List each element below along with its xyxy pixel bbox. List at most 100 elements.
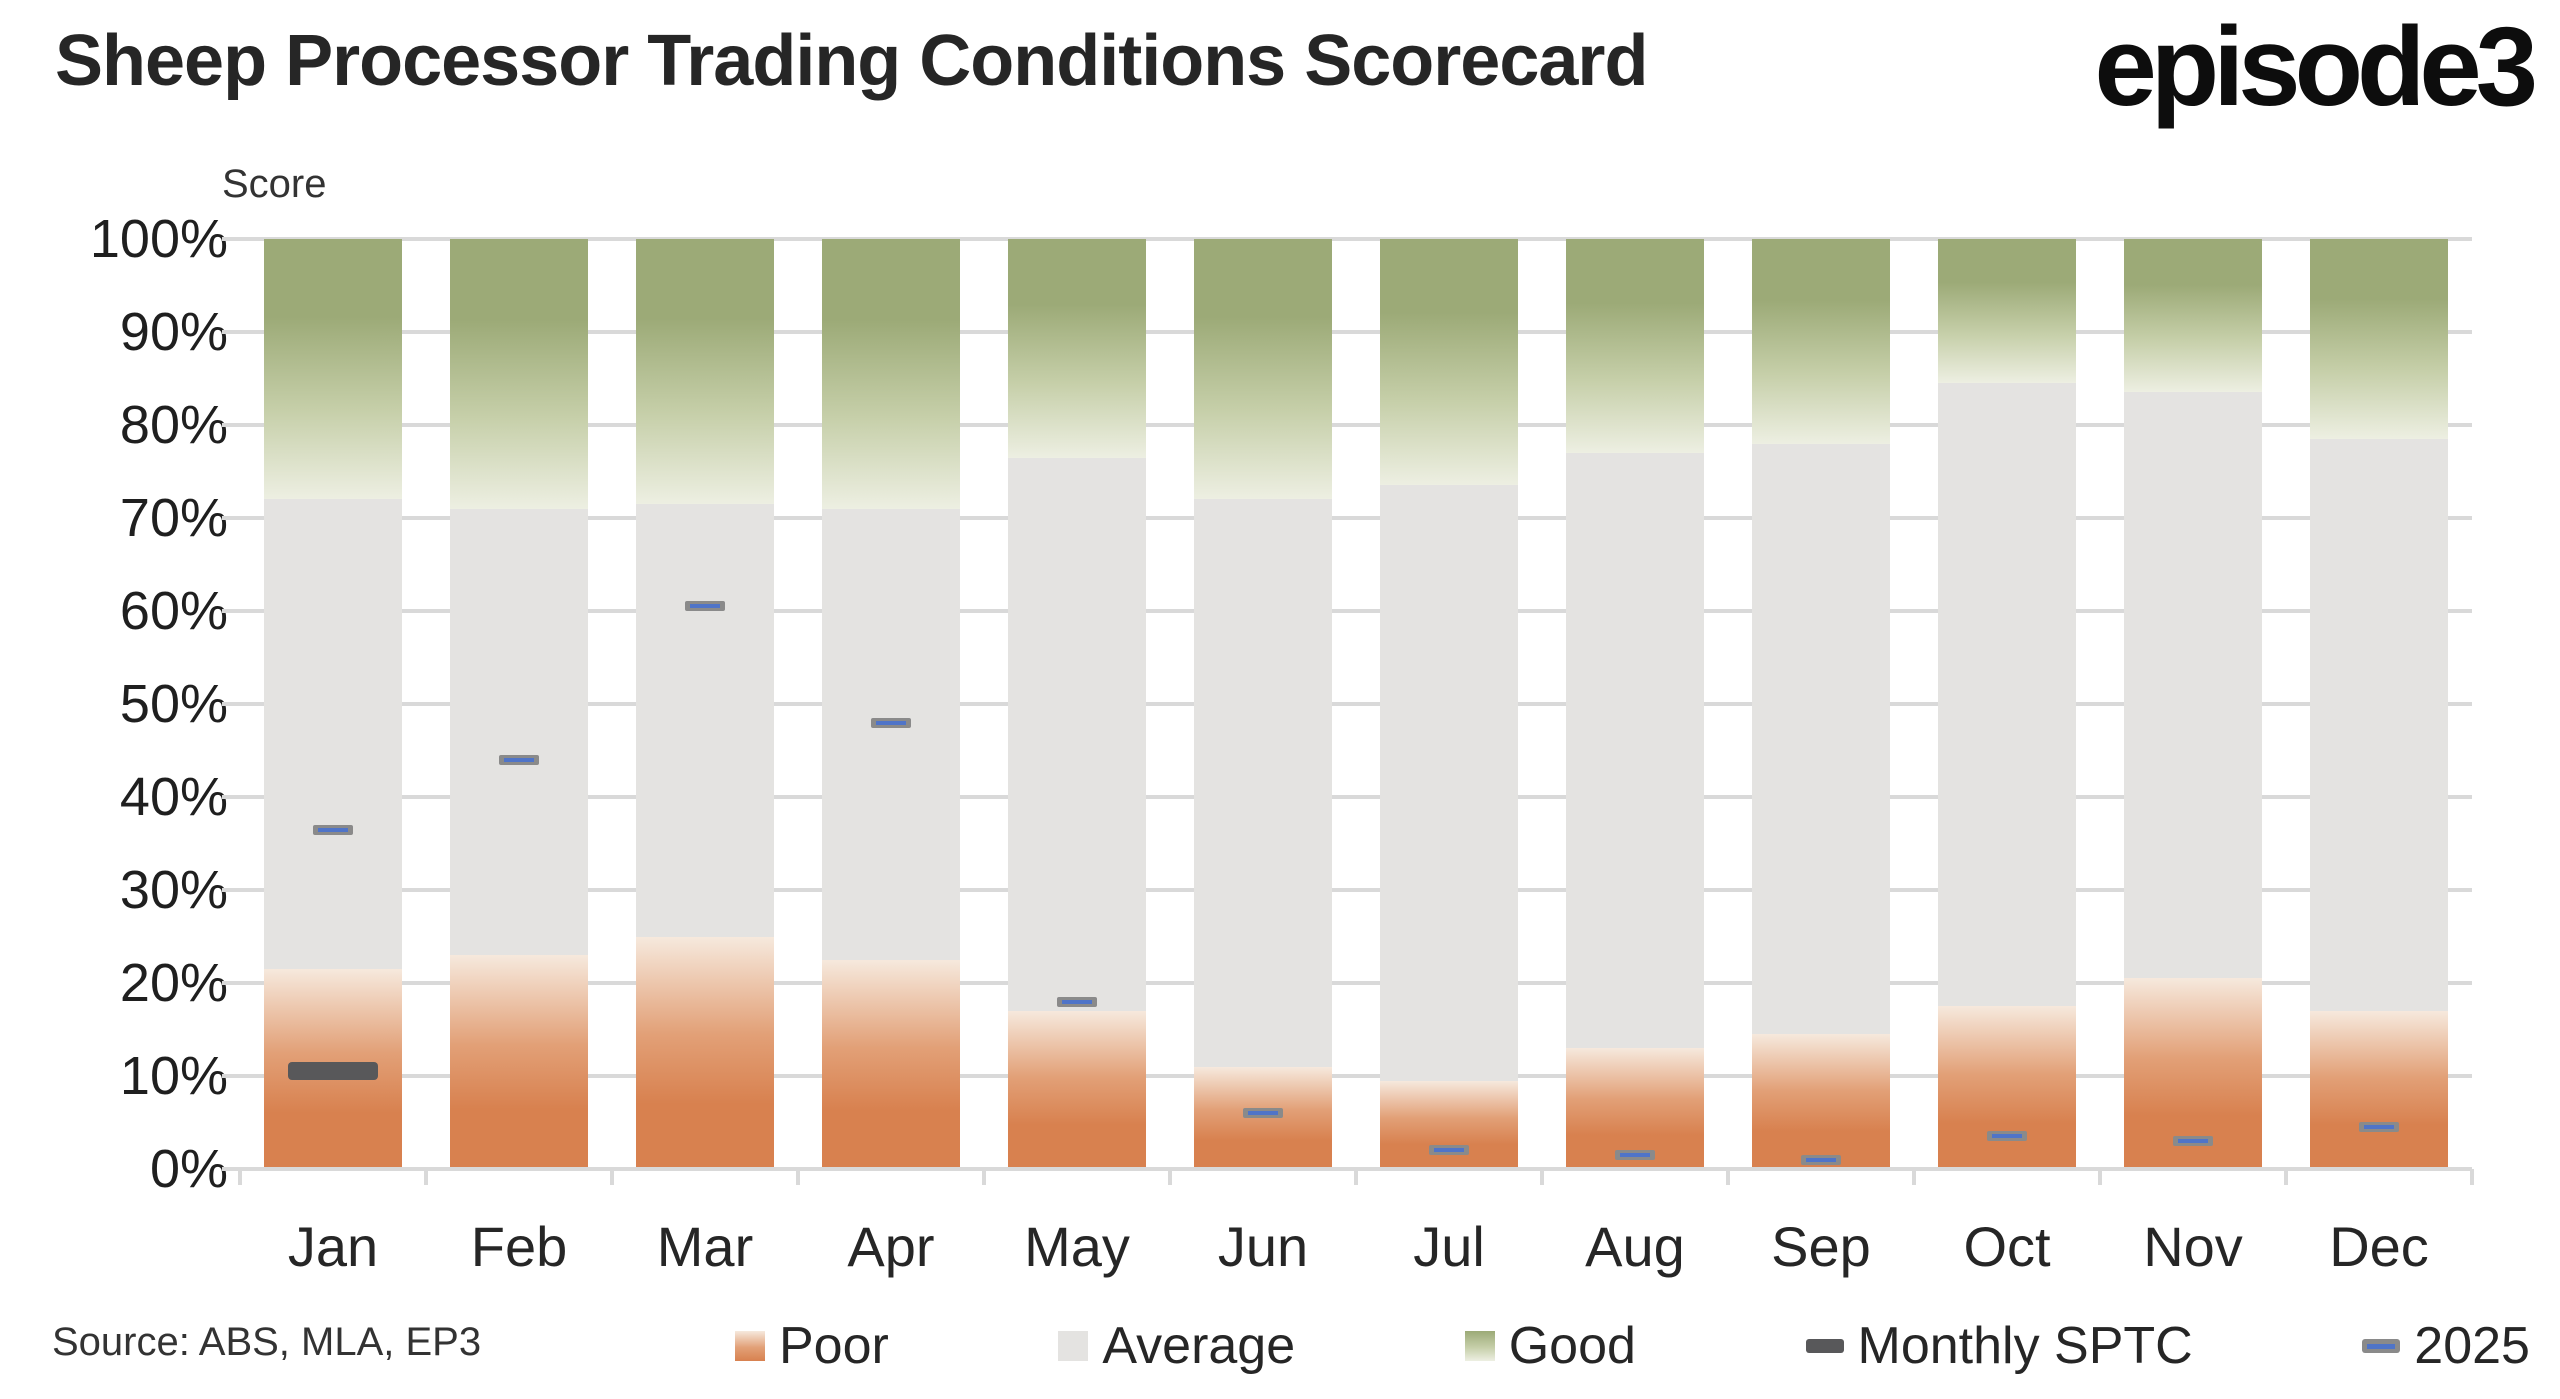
marker-2025-oct bbox=[1987, 1131, 2027, 1142]
band-poor bbox=[1752, 1034, 1890, 1169]
gridline bbox=[240, 702, 2472, 706]
x-axis-tick bbox=[2284, 1169, 2288, 1185]
y-tick-label: 0% bbox=[149, 1139, 228, 1199]
x-axis-tick bbox=[1168, 1169, 1172, 1185]
y-axis-tick bbox=[222, 609, 240, 613]
x-tick-label-jan: Jan bbox=[287, 1215, 379, 1278]
band-poor bbox=[822, 959, 960, 1169]
gridline bbox=[240, 888, 2472, 892]
marker-2025-jul bbox=[1429, 1145, 1469, 1156]
band-poor bbox=[1938, 1006, 2076, 1169]
legend-label: Monthly SPTC bbox=[1857, 1317, 2193, 1375]
band-poor bbox=[1008, 1010, 1146, 1169]
x-tick-label-sep: Sep bbox=[1771, 1215, 1871, 1278]
chart-plot: Jan Feb Mar Apr May Jun Jul Aug Sep Oct Nov Dec bbox=[222, 237, 2474, 1278]
y-axis-tick bbox=[222, 330, 240, 334]
x-tick-label-may: May bbox=[1024, 1215, 1130, 1278]
x-axis-tick bbox=[982, 1169, 986, 1185]
band-poor bbox=[450, 955, 588, 1169]
marker-2025-fill bbox=[1992, 1134, 2022, 1139]
band-average bbox=[1380, 485, 1518, 1081]
bar-column-oct bbox=[1938, 239, 2076, 1169]
legend-item-monthly-sptc: Monthly SPTC bbox=[1805, 1316, 2193, 1376]
x-axis-tick bbox=[2470, 1169, 2474, 1185]
band-average bbox=[1752, 443, 1890, 1035]
band-poor bbox=[636, 936, 774, 1169]
band-good bbox=[1566, 239, 1704, 453]
gridline bbox=[240, 609, 2472, 613]
x-tick-label-aug: Aug bbox=[1585, 1215, 1685, 1278]
marker-2025-fill bbox=[504, 757, 534, 762]
band-good bbox=[1008, 239, 1146, 458]
marker-2025-fill bbox=[1806, 1157, 1836, 1162]
band-good bbox=[636, 239, 774, 505]
source-note: Source: ABS, MLA, EP3 bbox=[52, 1320, 482, 1364]
band-poor bbox=[1566, 1048, 1704, 1169]
legend-item-2025: 2025 bbox=[2362, 1316, 2530, 1376]
x-tick-label-nov: Nov bbox=[2143, 1215, 2243, 1278]
x-tick-label-mar: Mar bbox=[656, 1215, 754, 1278]
band-good bbox=[2310, 239, 2448, 439]
y-tick-label: 80% bbox=[119, 395, 228, 455]
marker-2025-fill bbox=[1620, 1153, 1650, 1158]
y-tick-label: 10% bbox=[119, 1046, 228, 1106]
x-axis-tick bbox=[1912, 1169, 1916, 1185]
x-axis-tick bbox=[1540, 1169, 1544, 1185]
legend-dash-2025 bbox=[2362, 1339, 2401, 1353]
band-average bbox=[264, 499, 402, 970]
band-good bbox=[2124, 239, 2262, 393]
bar-column-nov bbox=[2124, 239, 2262, 1169]
bar-column-jan bbox=[264, 239, 402, 1169]
band-average bbox=[1566, 452, 1704, 1049]
x-tick-label-feb: Feb bbox=[470, 1215, 568, 1278]
marker-2025-jun bbox=[1243, 1108, 1283, 1119]
legend-item-good: Good bbox=[1464, 1316, 1636, 1376]
legend-swatch-poor bbox=[735, 1331, 765, 1361]
y-tick-label: 60% bbox=[119, 581, 228, 641]
band-average bbox=[1008, 457, 1146, 1011]
marker-2025-may bbox=[1057, 996, 1097, 1007]
x-axis-tick bbox=[238, 1169, 242, 1185]
band-poor bbox=[2310, 1010, 2448, 1169]
gridline bbox=[240, 330, 2472, 334]
x-tick-label-jun: Jun bbox=[1217, 1215, 1309, 1278]
x-axis-tick bbox=[2098, 1169, 2102, 1185]
monthly-sptc-marker-jan bbox=[288, 1062, 378, 1081]
y-axis-tick bbox=[222, 981, 240, 985]
gridline bbox=[240, 237, 2472, 241]
legend-dash-2025-fill bbox=[2367, 1343, 2396, 1349]
bar-column-sep bbox=[1752, 239, 1890, 1169]
legend-swatch-good bbox=[1464, 1331, 1495, 1361]
band-good bbox=[822, 239, 960, 509]
y-axis-tick bbox=[222, 237, 240, 241]
gridline bbox=[240, 1074, 2472, 1078]
band-good bbox=[1194, 239, 1332, 500]
y-axis-title: Score bbox=[222, 162, 327, 206]
y-axis-tick bbox=[222, 1167, 240, 1171]
x-tick-label-oct: Oct bbox=[1963, 1215, 2051, 1278]
legend-label: Good bbox=[1508, 1317, 1636, 1375]
x-axis-tick bbox=[1726, 1169, 1730, 1185]
y-axis-tick bbox=[222, 516, 240, 520]
marker-2025-mar bbox=[685, 601, 725, 612]
x-axis-tick bbox=[1354, 1169, 1358, 1185]
marker-2025-dec bbox=[2359, 1122, 2399, 1133]
marker-2025-fill bbox=[318, 827, 348, 832]
band-average bbox=[1194, 499, 1332, 1067]
y-axis-labels: 0% 10% 20% 30% 40% 50% 60% 70% 80% 90% 100% bbox=[0, 211, 228, 1197]
x-tick-label-jul: Jul bbox=[1413, 1215, 1485, 1278]
y-tick-label: 40% bbox=[119, 767, 228, 827]
gridline bbox=[240, 795, 2472, 799]
band-good bbox=[1380, 239, 1518, 486]
legend-dash-monthly-sptc bbox=[1805, 1339, 1844, 1353]
y-axis-tick bbox=[222, 1074, 240, 1078]
marker-2025-fill bbox=[2178, 1139, 2208, 1144]
y-axis-tick bbox=[222, 702, 240, 706]
y-axis-tick bbox=[222, 795, 240, 799]
y-axis-tick bbox=[222, 888, 240, 892]
y-tick-label: 50% bbox=[119, 674, 228, 734]
legend-label: 2025 bbox=[2414, 1317, 2530, 1375]
marker-2025-fill bbox=[690, 604, 720, 609]
marker-2025-fill bbox=[1062, 999, 1092, 1004]
y-axis-tick bbox=[222, 423, 240, 427]
